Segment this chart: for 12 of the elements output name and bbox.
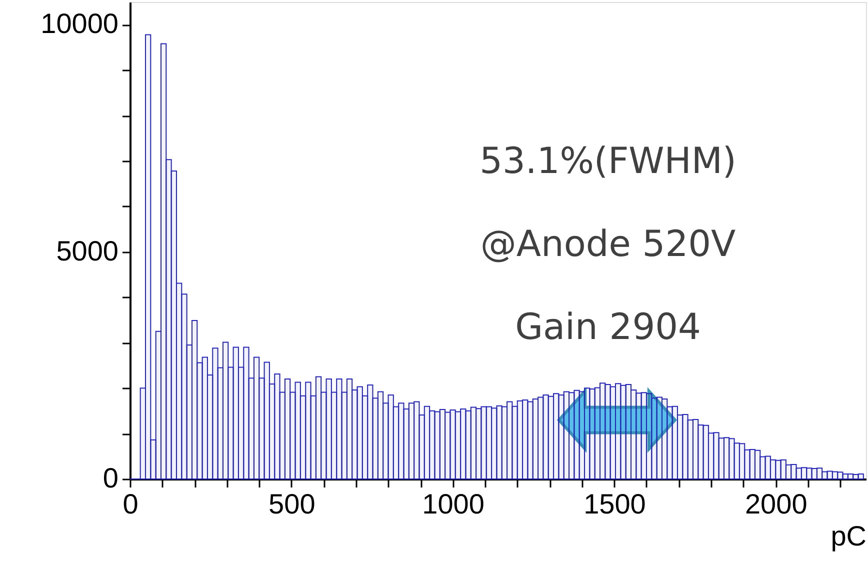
annotation: 53.1%(FWHM) xyxy=(480,141,736,182)
x-axis-title: pC xyxy=(830,520,866,552)
x-tick-label: 2000 xyxy=(744,488,808,520)
y-tick-label: 5000 xyxy=(56,235,118,266)
x-tick-label: 1000 xyxy=(422,488,484,520)
annotation: @Anode 520V xyxy=(480,224,736,265)
x-tick-label: 500 xyxy=(268,488,316,520)
x-tick-label: 1500 xyxy=(584,488,646,520)
y-tick-label: 0 xyxy=(102,462,118,494)
x-tick-label: 0 xyxy=(122,488,138,520)
y-tick-label: 10000 xyxy=(40,8,118,40)
annotation: Gain 2904 xyxy=(515,307,701,348)
